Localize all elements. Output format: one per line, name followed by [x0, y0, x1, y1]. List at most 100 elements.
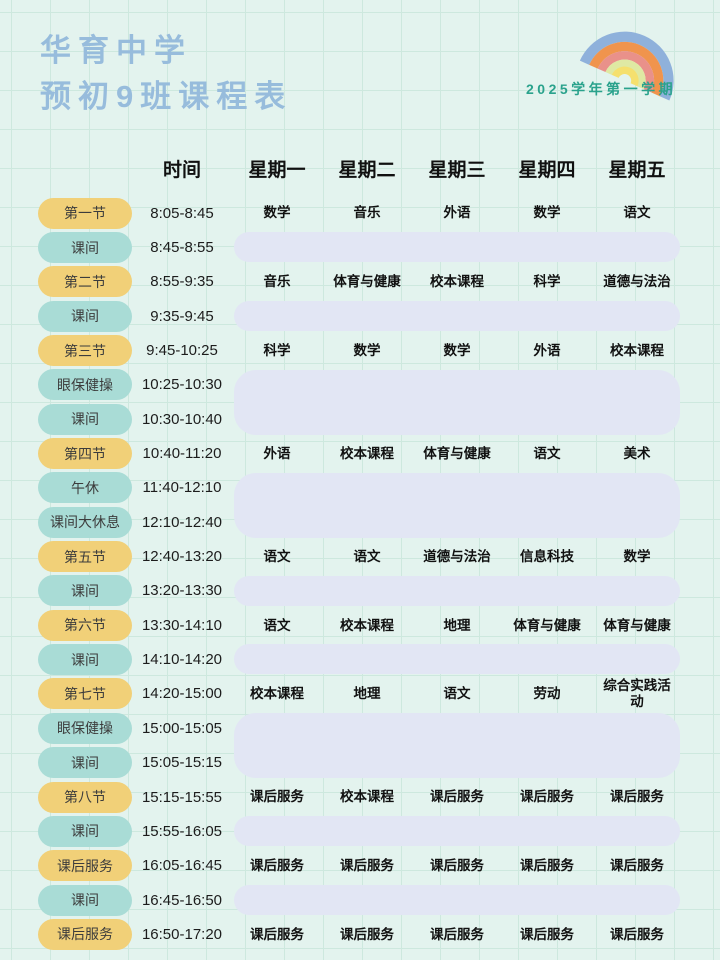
time-cell: 8:45-8:55	[150, 239, 214, 257]
break-pill: 课间	[38, 644, 132, 676]
subject-cell: 音乐	[353, 205, 381, 221]
table-row: 第一节 8:05-8:45 数学 音乐 外语 数学 语文	[38, 196, 682, 230]
time-cell: 13:20-13:30	[141, 582, 223, 600]
rainbow-icon	[568, 0, 704, 115]
subject-cell: 数学	[623, 548, 651, 564]
subject-cell: 课后服务	[610, 857, 664, 873]
table-row: 第八节 15:15-15:55 课后服务 校本课程 课后服务 课后服务 课后服务	[38, 780, 682, 814]
break-pill: 课间	[38, 403, 132, 435]
break-bar	[234, 232, 680, 263]
subject-cell: 体育与健康	[603, 617, 671, 633]
table-row: 课间 10:30-10:40	[38, 402, 682, 436]
subject-cell: 课后服务	[250, 789, 304, 805]
time-cell: 15:15-15:55	[141, 788, 223, 806]
page-title: 华育中学 预初9班课程表	[40, 28, 292, 120]
subject-cell: 语文	[533, 445, 561, 461]
table-row: 第六节 13:30-14:10 语文 校本课程 地理 体育与健康 体育与健康	[38, 608, 682, 642]
break-bar	[234, 644, 680, 675]
subject-cell: 信息科技	[520, 548, 574, 564]
col-header-mon: 星期一	[248, 159, 306, 181]
subject-cell: 校本课程	[340, 789, 394, 805]
period-pill: 第六节	[38, 609, 132, 641]
time-cell: 13:30-14:10	[141, 616, 223, 634]
subject-cell: 科学	[263, 342, 291, 358]
table-row: 课间 16:45-16:50	[38, 883, 682, 917]
col-header-thu: 星期四	[518, 159, 576, 181]
subject-cell: 校本课程	[340, 445, 394, 461]
subject-cell: 数学	[353, 342, 381, 358]
table-row: 课间 15:55-16:05	[38, 814, 682, 848]
subject-cell: 课后服务	[430, 857, 484, 873]
subject-cell: 校本课程	[340, 617, 394, 633]
col-header-time: 时间	[162, 159, 201, 181]
time-cell: 11:40-12:10	[142, 479, 222, 497]
table-row: 第三节 9:45-10:25 科学 数学 数学 外语 校本课程	[38, 333, 682, 367]
subject-cell: 道德与法治	[423, 548, 491, 564]
break-bar	[234, 816, 680, 847]
table-row: 课后服务 16:05-16:45 课后服务 课后服务 课后服务 课后服务 课后服…	[38, 849, 682, 883]
period-pill: 第五节	[38, 541, 132, 573]
break-bar	[234, 713, 680, 779]
table-row: 眼保健操 15:00-15:05	[38, 711, 682, 779]
semester-label: 2025学年第一学期	[526, 81, 677, 97]
period-pill: 第一节	[38, 197, 132, 229]
table-row: 课后服务 16:50-17:20 课后服务 课后服务 课后服务 课后服务 课后服…	[38, 917, 682, 951]
subject-cell: 课后服务	[250, 926, 304, 942]
table-header-row: 时间 星期一 星期二 星期三 星期四 星期五	[38, 140, 682, 196]
subject-cell: 音乐	[263, 274, 291, 290]
time-cell: 15:00-15:05	[141, 719, 223, 737]
break-pill: 课间	[38, 300, 132, 332]
table-row: 课间 14:10-14:20	[38, 642, 682, 676]
subject-cell: 外语	[263, 445, 291, 461]
time-cell: 8:55-9:35	[150, 273, 214, 291]
time-cell: 15:05-15:15	[141, 754, 223, 772]
time-cell: 12:10-12:40	[141, 513, 223, 531]
break-pill: 课间	[38, 232, 132, 264]
time-cell: 10:40-11:20	[142, 445, 222, 463]
subject-cell: 外语	[443, 205, 471, 221]
break-bar	[234, 575, 680, 606]
subject-cell: 课后服务	[430, 926, 484, 942]
break-bar	[234, 472, 680, 538]
table-row: 课间 8:45-8:55	[38, 230, 682, 264]
subject-cell: 课后服务	[610, 789, 664, 805]
subject-cell: 校本课程	[610, 342, 664, 358]
time-cell: 14:10-14:20	[141, 651, 223, 669]
table-row: 第五节 12:40-13:20 语文 语文 道德与法治 信息科技 数学	[38, 539, 682, 573]
break-pill: 课间大休息	[38, 506, 132, 538]
period-pill: 第七节	[38, 678, 132, 710]
subject-cell: 课后服务	[610, 926, 664, 942]
break-pill: 眼保健操	[38, 369, 132, 401]
period-pill: 第三节	[38, 335, 132, 367]
col-header-wed: 星期三	[428, 159, 486, 181]
subject-cell: 地理	[443, 617, 471, 633]
table-row: 第二节 8:55-9:35 音乐 体育与健康 校本课程 科学 道德与法治	[38, 265, 682, 299]
table-row: 第七节 14:20-15:00 校本课程 地理 语文 劳动 综合实践活动	[38, 677, 682, 711]
subject-cell: 数学	[263, 205, 291, 221]
subject-cell: 课后服务	[340, 926, 394, 942]
subject-cell: 课后服务	[340, 857, 394, 873]
timetable-title: 预初9班课程表	[40, 79, 293, 114]
period-pill: 课后服务	[38, 850, 132, 882]
table-row: 眼保健操 10:25-10:30	[38, 368, 682, 435]
period-pill: 课后服务	[38, 918, 132, 950]
subject-cell: 地理	[353, 686, 381, 702]
subject-cell: 语文	[443, 686, 471, 702]
time-cell: 16:05-16:45	[141, 857, 223, 875]
subject-cell: 美术	[623, 445, 651, 461]
break-bar	[234, 369, 680, 435]
break-pill: 午休	[38, 472, 132, 504]
period-pill: 第八节	[38, 781, 132, 813]
subject-cell: 课后服务	[520, 857, 574, 873]
subject-cell: 语文	[353, 548, 381, 564]
col-header-fri: 星期五	[608, 159, 666, 181]
subject-cell: 语文	[263, 617, 291, 633]
subject-cell: 课后服务	[250, 857, 304, 873]
time-cell: 15:55-16:05	[141, 822, 223, 840]
subject-cell: 劳动	[533, 686, 561, 702]
period-pill: 第二节	[38, 266, 132, 298]
break-bar	[234, 301, 680, 332]
subject-cell: 综合实践活动	[603, 678, 671, 709]
time-cell: 14:20-15:00	[141, 685, 223, 703]
break-pill: 眼保健操	[38, 712, 132, 744]
